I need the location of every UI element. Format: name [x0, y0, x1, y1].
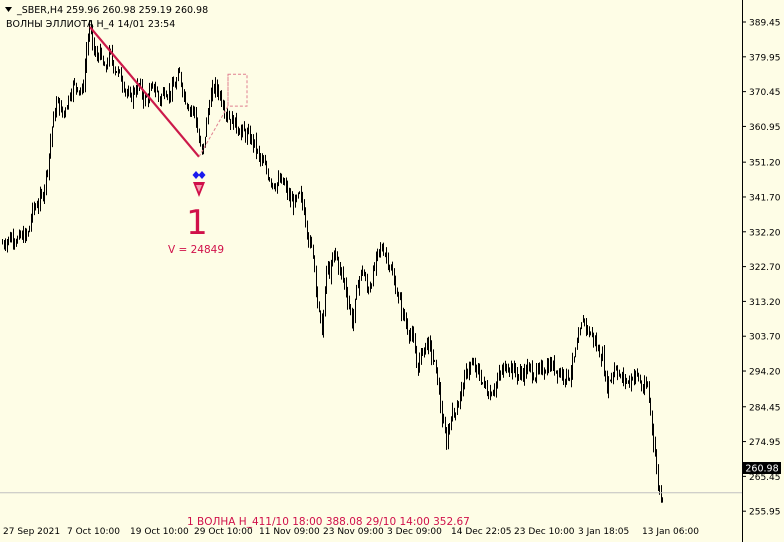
x-axis: 27 Sep 2021 7 Oct 10:00 19 Oct 10:00 29 Oct… [3, 527, 699, 537]
wave-volume-label: V = 24849 [168, 244, 224, 256]
symbol-quote-line: _SBER,H4 259.96 260.98 259.19 260.98 [16, 5, 208, 16]
menu-triangle-icon[interactable] [5, 7, 12, 12]
x-tick-label: 27 Sep 2021 [3, 527, 60, 537]
indicator-title: ВОЛНЫ ЭЛЛИОТА Н_4 14/01 23:54 [6, 19, 175, 30]
y-tick-label: 294.20 [749, 368, 781, 378]
x-tick-label: 3 Jan 18:05 [578, 527, 629, 537]
y-tick-label: 274.95 [749, 438, 781, 448]
y-tick-label: 303.70 [749, 333, 781, 343]
x-tick-label: 19 Oct 10:00 [130, 527, 189, 537]
y-tick-label: 322.70 [749, 263, 781, 273]
wave-target-box [227, 73, 248, 107]
y-tick-label: 379.95 [749, 53, 781, 63]
diamond-icon [192, 171, 200, 179]
y-tick-label: 265.45 [749, 473, 781, 483]
wave-1-line [89, 26, 200, 158]
x-tick-label: 29 Oct 10:00 [194, 527, 253, 537]
current-price-badge [743, 462, 781, 474]
y-tick-label: 370.45 [749, 88, 781, 98]
y-tick-label: 341.70 [749, 193, 781, 203]
y-tick-label: 332.20 [749, 228, 781, 238]
x-tick-label: 23 Nov 09:00 [323, 527, 384, 537]
y-axis: 389.45 379.95 370.45 360.95 351.20 341.70 332.… [742, 19, 781, 546]
x-tick-label: 13 Jan 06:00 [642, 527, 699, 537]
y-tick-label: 284.45 [749, 403, 781, 413]
wave-number-label: 1 [186, 203, 208, 243]
overlay-layer [0, 26, 742, 494]
diamond-icon [198, 171, 206, 179]
x-tick-label: 3 Dec 09:00 [387, 527, 442, 537]
current-price-label: 260.98 [745, 464, 778, 475]
y-tick-label: 255.95 [749, 508, 781, 518]
y-tick-label: 389.45 [749, 19, 781, 29]
y-tick-label: 351.20 [749, 159, 781, 169]
y-tick-label: 360.95 [749, 123, 781, 133]
y-tick-label: 313.20 [749, 298, 781, 308]
x-tick-label: 11 Nov 09:00 [259, 527, 320, 537]
candles-layer [2, 20, 663, 503]
x-tick-label: 7 Oct 10:00 [67, 527, 120, 537]
x-tick-label: 14 Dec 22:05 [451, 527, 512, 537]
wave-info-text: 1 ВОЛНА Н_411/10 18:00 388.08 29/10 14:0… [187, 516, 470, 528]
wave-arrow-inner-icon [196, 185, 202, 192]
x-tick-label: 23 Dec 10:00 [514, 527, 575, 537]
